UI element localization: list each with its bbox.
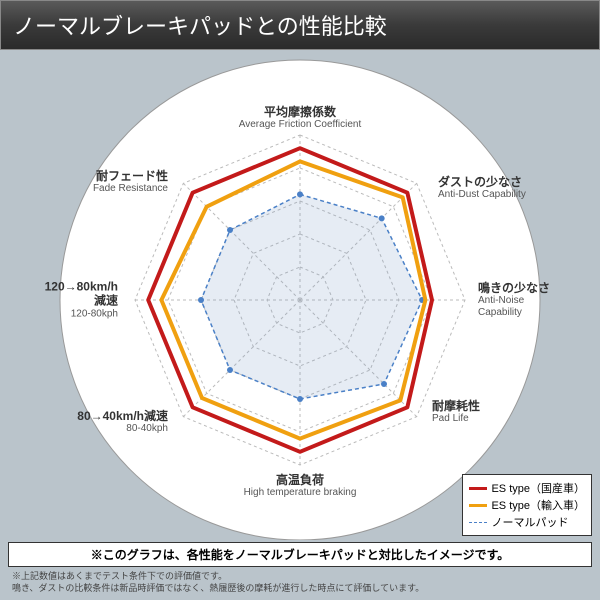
legend-label: ES type（輸入車） bbox=[491, 497, 585, 513]
axis-label-en: Anti-Noise Capability bbox=[478, 295, 550, 319]
axis-label-jp: ダストの少なさ bbox=[438, 175, 526, 189]
legend-swatch bbox=[469, 522, 487, 523]
legend-label: ノーマルパッド bbox=[491, 514, 568, 530]
axis-label-jp: 120→80km/h 減速 bbox=[45, 280, 118, 309]
legend: ES type（国産車）ES type（輸入車）ノーマルパッド bbox=[462, 474, 592, 536]
axis-label: 120→80km/h 減速120-80kph bbox=[45, 280, 118, 321]
note-bar: ※このグラフは、各性能をノーマルブレーキパッドと対比したイメージです。 bbox=[8, 542, 592, 567]
axis-label: 鳴きの少なさAnti-Noise Capability bbox=[478, 281, 550, 319]
axis-label-en: 80-40kph bbox=[77, 423, 168, 435]
axis-label: 平均摩擦係数Average Friction Coefficient bbox=[239, 105, 361, 131]
axis-label-en: Average Friction Coefficient bbox=[239, 119, 361, 131]
page-title-text: ノーマルブレーキパッドとの性能比較 bbox=[13, 14, 387, 39]
axis-label-en: High temperature braking bbox=[244, 487, 357, 499]
legend-item: ES type（国産車） bbox=[469, 480, 585, 496]
axis-label: 耐摩耗性Pad Life bbox=[432, 399, 480, 425]
footnote-line: 鳴き、ダストの比較条件は新品時評価ではなく、熱履歴後の摩耗が進行した時点にて評価… bbox=[12, 583, 588, 595]
axis-label-en: Fade Resistance bbox=[93, 183, 168, 195]
legend-swatch bbox=[469, 487, 487, 490]
axis-label-en: Anti-Dust Capability bbox=[438, 189, 526, 201]
axis-label-jp: 鳴きの少なさ bbox=[478, 281, 550, 295]
note-text: ※このグラフは、各性能をノーマルブレーキパッドと対比したイメージです。 bbox=[91, 548, 510, 562]
legend-item: ES type（輸入車） bbox=[469, 497, 585, 513]
legend-item: ノーマルパッド bbox=[469, 514, 585, 530]
footnotes: ※上記数値はあくまでテスト条件下での評価値です。鳴き、ダストの比較条件は新品時評… bbox=[0, 569, 600, 596]
legend-label: ES type（国産車） bbox=[491, 480, 585, 496]
axis-label-jp: 高温負荷 bbox=[244, 473, 357, 487]
axis-label: 80→40km/h減速80-40kph bbox=[77, 409, 168, 435]
axis-label: 耐フェード性Fade Resistance bbox=[93, 169, 168, 195]
page-title: ノーマルブレーキパッドとの性能比較 bbox=[0, 0, 600, 50]
axis-label-jp: 耐摩耗性 bbox=[432, 399, 480, 413]
axis-label-jp: 平均摩擦係数 bbox=[239, 105, 361, 119]
axis-label-en: 120-80kph bbox=[45, 308, 118, 320]
radar-chart-container: 平均摩擦係数Average Friction Coefficient ダストの少な… bbox=[0, 50, 600, 540]
axis-label: ダストの少なさAnti-Dust Capability bbox=[438, 175, 526, 201]
footnote-line: ※上記数値はあくまでテスト条件下での評価値です。 bbox=[12, 571, 588, 583]
axis-label-jp: 耐フェード性 bbox=[93, 169, 168, 183]
axis-label-en: Pad Life bbox=[432, 413, 480, 425]
axis-label: 高温負荷High temperature braking bbox=[244, 473, 357, 499]
legend-swatch bbox=[469, 504, 487, 507]
axis-label-jp: 80→40km/h減速 bbox=[77, 409, 168, 423]
